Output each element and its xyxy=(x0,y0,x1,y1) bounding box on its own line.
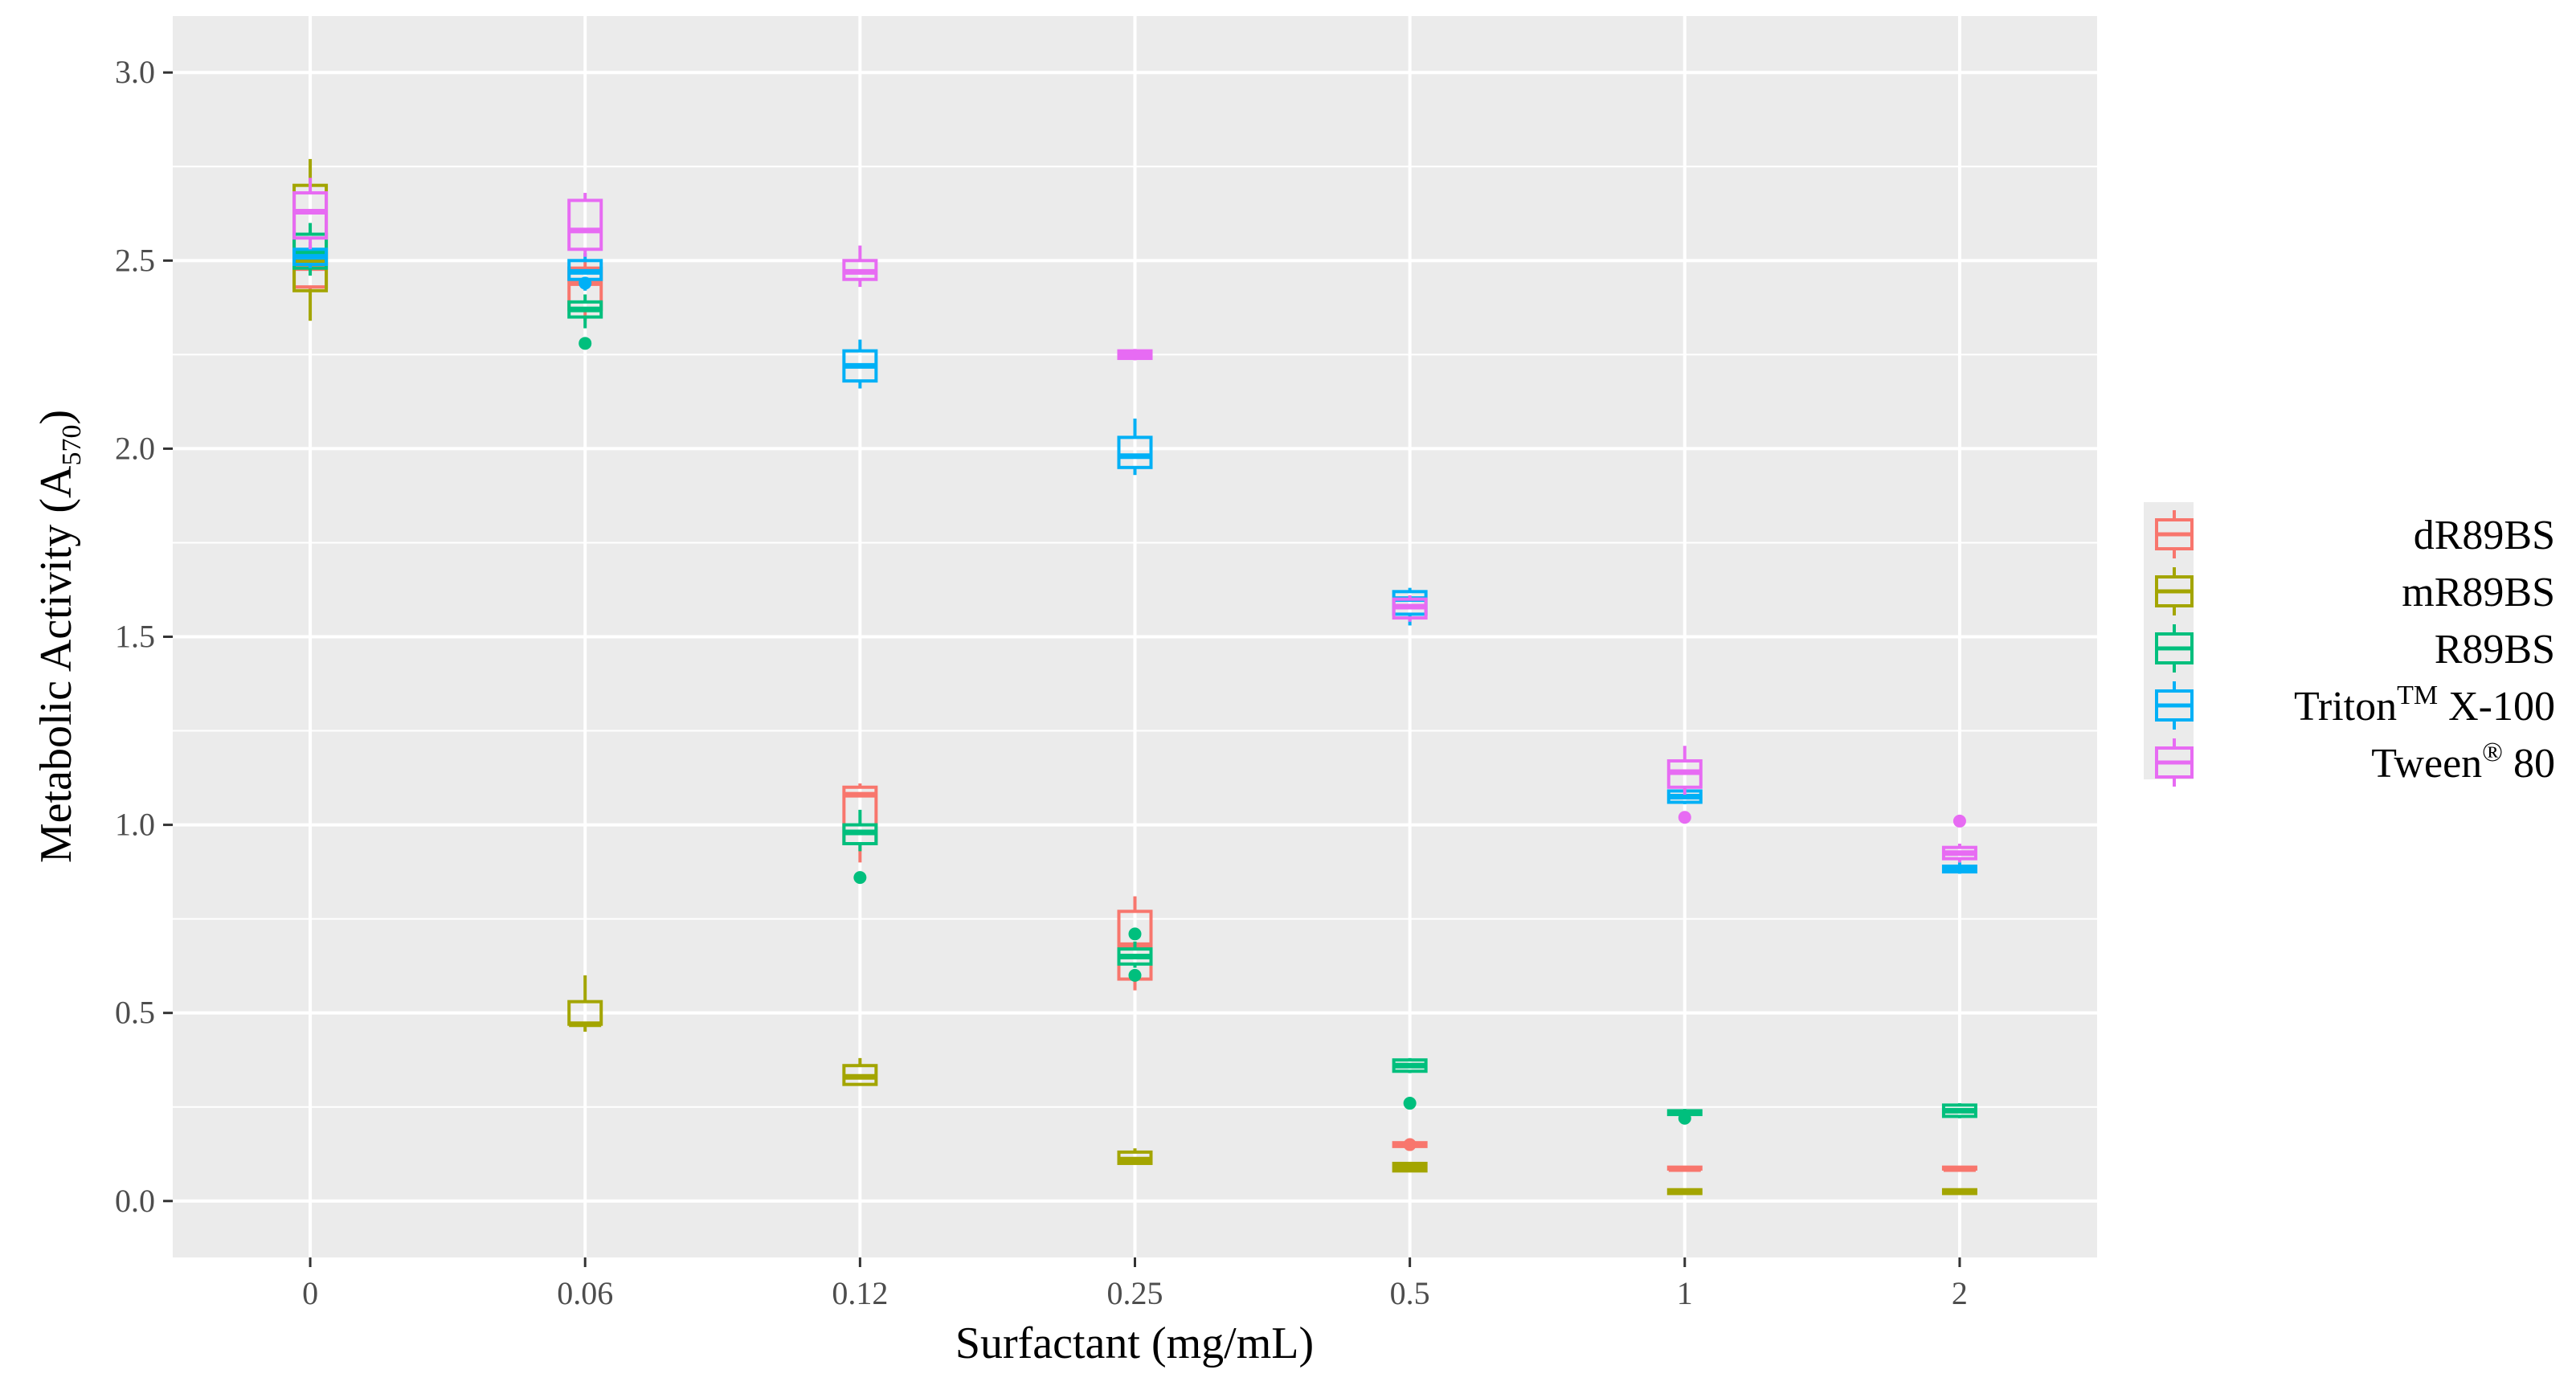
box-tween-80 xyxy=(567,193,603,257)
y-axis-title-main: Metabolic Activity (A xyxy=(31,465,81,863)
legend-label: R89BS xyxy=(2435,627,2555,673)
box-tween-80 xyxy=(1666,746,1703,824)
outlier-point xyxy=(1952,814,1966,828)
legend-label-sup: ® xyxy=(2482,738,2503,767)
boxes-layer xyxy=(292,158,1977,1196)
box-mr89bs xyxy=(567,975,603,1032)
box-dr89bs xyxy=(1392,1138,1428,1151)
outlier-point xyxy=(579,276,592,290)
legend-label-sup: TM xyxy=(2397,681,2438,710)
legend-label-main: R89BS xyxy=(2435,627,2555,673)
y-tick-label: 3.0 xyxy=(115,54,155,90)
box-mr89bs xyxy=(842,1057,878,1086)
outlier-point xyxy=(1403,1097,1417,1110)
box-triton-x-100 xyxy=(1117,418,1153,476)
box-triton-x-100 xyxy=(842,339,878,389)
y-tick-label: 1.5 xyxy=(115,619,155,655)
legend-label-main: Tween xyxy=(2371,741,2482,787)
x-tick-label: 0.06 xyxy=(557,1275,613,1311)
box-mr89bs xyxy=(1117,1148,1153,1165)
box-r89bs xyxy=(1392,1057,1428,1110)
y-tick-label: 0.0 xyxy=(115,1183,155,1219)
x-axis-title: Surfactant (mg/mL) xyxy=(955,1319,1314,1368)
y-axis-title-close: ) xyxy=(31,410,81,425)
y-tick-label: 1.0 xyxy=(115,807,155,843)
legend-label: TritonTM X-100 xyxy=(2294,681,2555,730)
grid-major xyxy=(173,16,2097,1257)
legend-label: mR89BS xyxy=(2402,570,2555,615)
outlier-point xyxy=(1128,927,1142,941)
box-mr89bs xyxy=(1941,1188,1977,1196)
x-axis: 0 0.06 0.12 0.25 0.5 1 2 xyxy=(302,1257,1968,1311)
legend-label: dR89BS xyxy=(2414,513,2555,558)
box-mr89bs xyxy=(1666,1188,1703,1196)
x-tick-label: 0 xyxy=(302,1275,318,1311)
box-tween-80 xyxy=(842,245,878,288)
box-r89bs xyxy=(1666,1109,1703,1125)
legend-label-suffix: 80 xyxy=(2503,741,2555,787)
y-tick-label: 2.5 xyxy=(115,242,155,278)
x-tick-label: 0.5 xyxy=(1390,1275,1430,1311)
box-dr89bs xyxy=(1666,1165,1703,1172)
legend-label-main: mR89BS xyxy=(2402,570,2555,615)
y-axis: 0.0 0.5 1.0 1.5 2.0 2.5 3.0 xyxy=(115,54,173,1219)
x-tick-label: 0.12 xyxy=(832,1275,888,1311)
box-tween-80 xyxy=(1941,814,1977,863)
box-body xyxy=(292,191,329,240)
box-r89bs xyxy=(1941,1103,1977,1118)
box-triton-x-100 xyxy=(1941,862,1977,874)
x-tick-label: 0.25 xyxy=(1107,1275,1163,1311)
legend: dR89BS mR89BS R89BS TritonTM X-100 Tween® 80 xyxy=(2144,502,2555,787)
x-tick-label: 1 xyxy=(1677,1275,1693,1311)
y-axis-title: Metabolic Activity (A570) xyxy=(31,410,87,863)
outlier-point xyxy=(579,337,592,350)
box-r89bs xyxy=(1117,927,1153,982)
legend-label-main: dR89BS xyxy=(2414,513,2555,558)
box-tween-80 xyxy=(1392,595,1428,622)
box-body xyxy=(1117,435,1153,469)
x-tick-label: 2 xyxy=(1952,1275,1968,1311)
outlier-point xyxy=(1678,811,1691,824)
box-r89bs xyxy=(842,809,878,885)
box-dr89bs xyxy=(1941,1165,1977,1172)
box-triton-x-100 xyxy=(567,252,603,291)
legend-label-suffix: X-100 xyxy=(2438,684,2555,730)
outlier-point xyxy=(1128,968,1142,982)
box-mr89bs xyxy=(1392,1161,1428,1173)
y-axis-title-sub: 570 xyxy=(57,425,87,466)
outlier-point xyxy=(1403,1138,1417,1151)
outlier-point xyxy=(853,871,867,885)
y-tick-label: 2.0 xyxy=(115,430,155,466)
y-tick-label: 0.5 xyxy=(115,995,155,1031)
legend-label-main: Triton xyxy=(2294,684,2397,730)
outlier-point xyxy=(1678,1111,1691,1125)
box-tween-80 xyxy=(292,178,329,250)
legend-label: Tween® 80 xyxy=(2371,738,2555,787)
box-body xyxy=(567,198,603,251)
box-r89bs xyxy=(567,294,603,350)
box-tween-80 xyxy=(1117,349,1153,361)
